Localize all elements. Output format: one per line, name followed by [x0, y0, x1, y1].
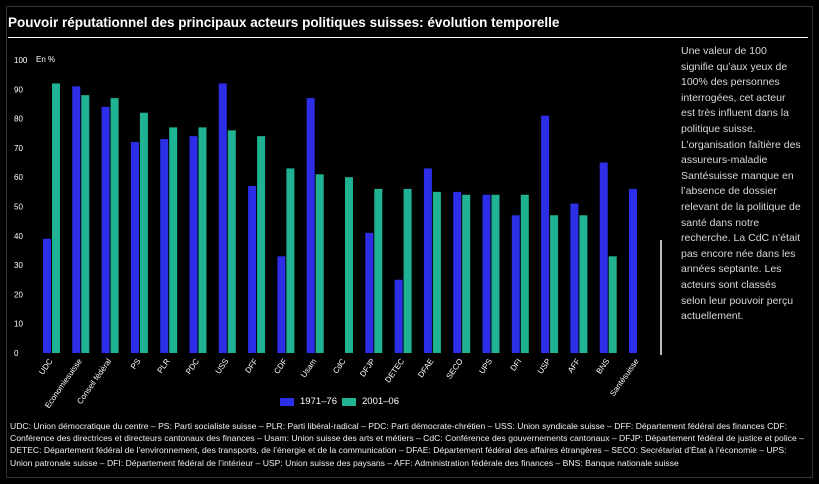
y-tick-label: 80 [14, 115, 23, 124]
x-tick-label: UPS [477, 357, 494, 376]
legend-item-series-1: 1971–76 [280, 396, 337, 407]
chart-title: Pouvoir réputationnel des principaux act… [8, 15, 560, 30]
x-tick-label: Usam [299, 357, 319, 380]
legend-swatch-series-2 [342, 397, 356, 406]
bar-series-2 [345, 177, 353, 353]
x-tick-label: DFJP [358, 357, 377, 379]
y-tick-label: 0 [14, 349, 19, 358]
bar-series-1 [541, 115, 550, 353]
bar-series-2 [315, 174, 324, 353]
y-tick-label: 40 [14, 232, 23, 241]
legend-label-series-2: 2001–06 [362, 396, 399, 407]
bar-series-1 [423, 168, 432, 353]
bar-series-2 [608, 256, 617, 353]
explanatory-note: Une valeur de 100 signifie qu’aux yeux d… [681, 45, 801, 323]
x-tick-label: USS [214, 357, 231, 376]
bar-series-2 [257, 136, 266, 353]
bar-series-2 [403, 188, 412, 353]
x-tick-label: DFF [243, 357, 259, 375]
x-tick-label: Santésuisse [608, 357, 641, 398]
bar-series-1 [482, 194, 491, 353]
bar-series-1 [160, 139, 169, 353]
y-tick-label: 60 [14, 173, 23, 182]
bar-series-1 [365, 232, 374, 353]
x-tick-label: PS [129, 357, 142, 371]
bar-series-1 [72, 86, 81, 354]
x-tick-label: DFI [509, 357, 524, 373]
legend-label-series-1: 1971–76 [300, 396, 337, 407]
legend-item-series-2: 2001–06 [342, 396, 399, 407]
y-tick-label: 50 [14, 203, 23, 212]
x-tick-label: CDF [272, 357, 289, 376]
bar-series-1 [511, 215, 520, 353]
bar-series-1 [248, 185, 257, 353]
bar-series-2 [432, 191, 441, 353]
bar-series-1 [599, 162, 608, 353]
x-tick-label: UDC [37, 357, 54, 377]
bar-series-2 [169, 127, 178, 353]
bar-series-1 [570, 203, 579, 353]
x-tick-label: SECO [444, 357, 464, 381]
bar-series-2 [286, 168, 295, 353]
bar-series-2 [462, 194, 471, 353]
bar-series-2 [139, 112, 148, 354]
y-tick-label: 90 [14, 85, 23, 94]
bar-series-1 [189, 136, 198, 353]
bar-series-2 [374, 188, 383, 353]
y-tick-label: 10 [14, 320, 23, 329]
bar-series-1 [277, 256, 286, 353]
x-tick-label: BNS [595, 357, 612, 376]
bar-series-1 [306, 98, 315, 353]
bar-series-2 [110, 98, 119, 353]
bar-series-1 [218, 83, 227, 353]
x-tick-label: USP [536, 357, 553, 376]
bar-series-2 [579, 215, 588, 353]
bar-series-2 [491, 194, 500, 353]
bar-series-1 [629, 188, 637, 353]
y-tick-label: 20 [14, 290, 23, 299]
x-tick-label: DFAE [416, 357, 435, 379]
bar-series-2 [520, 194, 529, 353]
bar-series-1 [394, 279, 403, 353]
x-tick-label: PLR [156, 357, 172, 375]
bar-series-1 [43, 238, 51, 353]
x-tick-label: CdC [331, 357, 348, 375]
bar-series-2 [550, 215, 559, 353]
y-tick-label: 100 [14, 56, 28, 65]
bar-series-1 [101, 106, 110, 353]
abbreviations-footnote: UDC: Union démocratique du centre – PS: … [10, 421, 804, 468]
bar-series-2 [81, 95, 90, 353]
y-axis-label: En % [36, 55, 55, 64]
bar-series-1 [130, 142, 139, 353]
note-divider [660, 240, 662, 355]
y-tick-label: 70 [14, 144, 23, 153]
bar-series-2 [52, 83, 60, 353]
x-tick-label: PDC [184, 357, 201, 376]
y-tick-label: 30 [14, 261, 23, 270]
bar-series-2 [227, 130, 236, 353]
bar-series-2 [198, 127, 207, 353]
x-tick-label: AFF [566, 357, 582, 375]
title-rule [8, 37, 808, 38]
x-tick-label: DETEC [383, 357, 406, 385]
bar-series-1 [453, 191, 462, 353]
legend-swatch-series-1 [280, 397, 294, 406]
